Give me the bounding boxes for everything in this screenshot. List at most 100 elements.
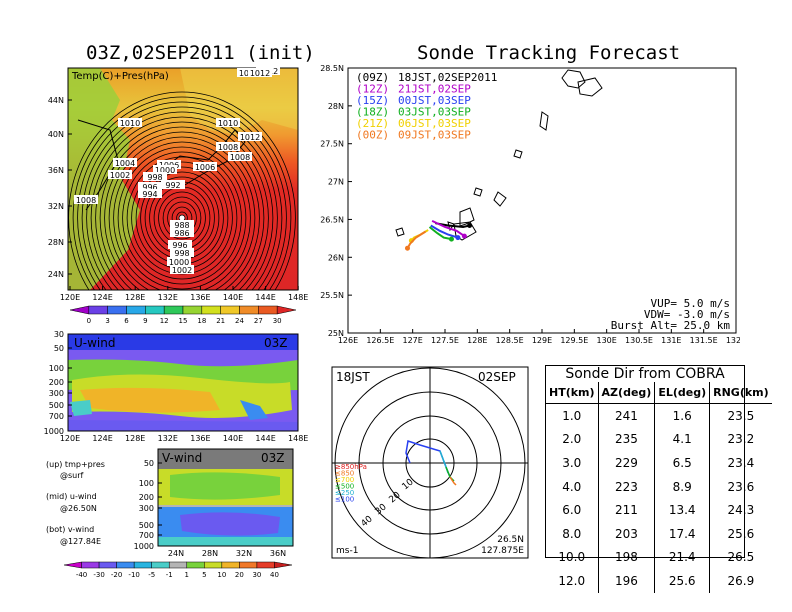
colorbar-tick: 3 bbox=[105, 317, 109, 325]
track-legend-code: (15Z) bbox=[356, 94, 389, 107]
v-pressure-tick: 50 bbox=[144, 459, 154, 468]
cobra-row: 1.0 241 1.6 23.5 bbox=[546, 403, 772, 428]
isobar-label: 1008 bbox=[230, 153, 250, 162]
map-lat-tick: 40N bbox=[48, 130, 64, 139]
isobar-label-bg bbox=[157, 160, 181, 169]
track-lat-tick: 26.5N bbox=[320, 215, 344, 224]
sonde-track bbox=[435, 222, 470, 229]
isobar-label: 1000 bbox=[169, 258, 189, 267]
wind-colorbar-swatch bbox=[63, 561, 82, 569]
caption-bot: (bot) v-wind bbox=[46, 525, 95, 534]
colorbar-tick: 6 bbox=[124, 317, 129, 325]
track-lon-tick: 131E bbox=[661, 336, 681, 345]
cobra-cell: 26.5 bbox=[709, 545, 772, 570]
isobar-label: 1000 bbox=[155, 166, 175, 175]
sonde-track bbox=[406, 230, 427, 249]
track-legend-time: 21JST,02SEP bbox=[398, 83, 471, 96]
track-lon-tick: 131.5E bbox=[690, 336, 718, 345]
cobra-cell: 13.4 bbox=[654, 498, 710, 522]
isobar-ring bbox=[90, 116, 274, 290]
track-legend-code: (09Z) bbox=[356, 71, 389, 84]
track-legend-time: 09JST,03SEP bbox=[398, 129, 471, 142]
wind-colorbar-tick: 20 bbox=[235, 571, 244, 579]
polar-legend-item: ≤100 bbox=[335, 496, 354, 504]
u-pressure-tick: 30 bbox=[54, 330, 64, 339]
v-lat-tick: 32N bbox=[236, 549, 252, 558]
map-lon-tick: 144E bbox=[255, 293, 275, 302]
colorbar-swatch bbox=[88, 305, 108, 315]
polar-unit: ms-1 bbox=[336, 546, 358, 556]
wind-colorbar-swatch bbox=[151, 561, 170, 569]
wind-colorbar-tick: 5 bbox=[202, 571, 206, 579]
track-lon-tick: 129.5E bbox=[560, 336, 588, 345]
colorbar-tick: 12 bbox=[160, 317, 169, 325]
sonde-landing-point bbox=[467, 222, 473, 228]
caption-mid: (mid) u-wind bbox=[46, 492, 97, 501]
polar-legend-item: ≥850hPa bbox=[335, 463, 367, 471]
cobra-cell: 4.0 bbox=[562, 479, 582, 494]
isobar-ring bbox=[77, 101, 287, 290]
isobar-label-bg bbox=[168, 240, 192, 249]
cobra-row: 3.0 229 6.5 23.4 bbox=[546, 451, 772, 475]
map-lon-tick: 136E bbox=[190, 293, 210, 302]
sonde-landing-point bbox=[448, 236, 454, 242]
track-legend-time: 00JST,03SEP bbox=[398, 94, 471, 107]
param-vup: VUP= 5.0 m/s bbox=[651, 297, 730, 310]
colorbar-tick: 18 bbox=[197, 317, 206, 325]
sonde-track bbox=[430, 224, 459, 239]
v-pressure-tick: 300 bbox=[139, 504, 154, 513]
colorbar-tick: 24 bbox=[235, 317, 244, 325]
isobar-label: 1010 bbox=[120, 119, 140, 128]
wind-colorbar-swatch bbox=[133, 561, 152, 569]
u-lon-tick: 144E bbox=[255, 434, 275, 443]
colorbar-swatch bbox=[220, 305, 240, 315]
isobar-label: 1010 bbox=[218, 119, 238, 128]
wind-colorbar-swatch bbox=[221, 561, 240, 569]
polar-date: 02SEP bbox=[478, 370, 516, 384]
v-pressure-tick: 500 bbox=[139, 521, 154, 530]
isobar-label: 1008 bbox=[76, 196, 96, 205]
cobra-cell: 229 bbox=[597, 451, 655, 475]
isobar-label-bg bbox=[143, 172, 167, 181]
map-lon-tick: 124E bbox=[92, 293, 112, 302]
isobar-label: 1012 bbox=[250, 69, 270, 78]
colorbar-tick: 21 bbox=[216, 317, 225, 325]
cobra-row: 4.0 223 8.9 23.6 bbox=[546, 474, 772, 499]
v-pressure-tick: 200 bbox=[139, 493, 154, 502]
colorbar-swatch bbox=[201, 305, 221, 315]
isobar-ring bbox=[72, 96, 292, 290]
map-lon-tick: 128E bbox=[125, 293, 145, 302]
cobra-cell: 1.0 bbox=[562, 408, 582, 423]
cobra-title: Sonde Dir from COBRA bbox=[565, 366, 725, 382]
wind-colorbar-tick: -5 bbox=[148, 571, 155, 579]
wind-colorbar-tick: 1 bbox=[185, 571, 189, 579]
track-legend-time: 03JST,03SEP bbox=[398, 106, 471, 119]
sonde-landing-point bbox=[461, 233, 467, 239]
track-lon-tick: 132E bbox=[726, 336, 740, 345]
param-burst: Burst Alt= 25.0 km bbox=[611, 319, 731, 332]
isobar-ring bbox=[68, 91, 296, 290]
track-lon-tick: 126.5E bbox=[366, 336, 394, 345]
v-wind-time: 03Z bbox=[261, 451, 285, 465]
isobar-label-bg bbox=[170, 220, 194, 229]
isobar-label-bg bbox=[216, 142, 240, 151]
wind-colorbar-swatch bbox=[204, 561, 223, 569]
polar-location-lon: 127.875E bbox=[481, 546, 524, 556]
track-lon-tick: 130E bbox=[597, 336, 617, 345]
isobar-ring bbox=[126, 156, 238, 280]
cobra-cell: 23.4 bbox=[709, 451, 772, 475]
isobar-label-bg bbox=[216, 118, 240, 127]
track-legend-code: (21Z) bbox=[356, 117, 389, 130]
wind-colorbar-swatch bbox=[116, 561, 135, 569]
colorbar-swatch bbox=[258, 305, 278, 315]
u-lon-tick: 120E bbox=[60, 434, 80, 443]
isobar-label-bg bbox=[138, 182, 162, 191]
track-lat-tick: 27.5N bbox=[320, 140, 344, 149]
hodograph-surface bbox=[449, 476, 457, 486]
u-pressure-tick: 700 bbox=[49, 412, 64, 421]
v-pressure-tick: 100 bbox=[139, 479, 154, 488]
isobar-label: 1002 bbox=[172, 266, 192, 275]
cobra-cell: 3.0 bbox=[562, 455, 582, 470]
